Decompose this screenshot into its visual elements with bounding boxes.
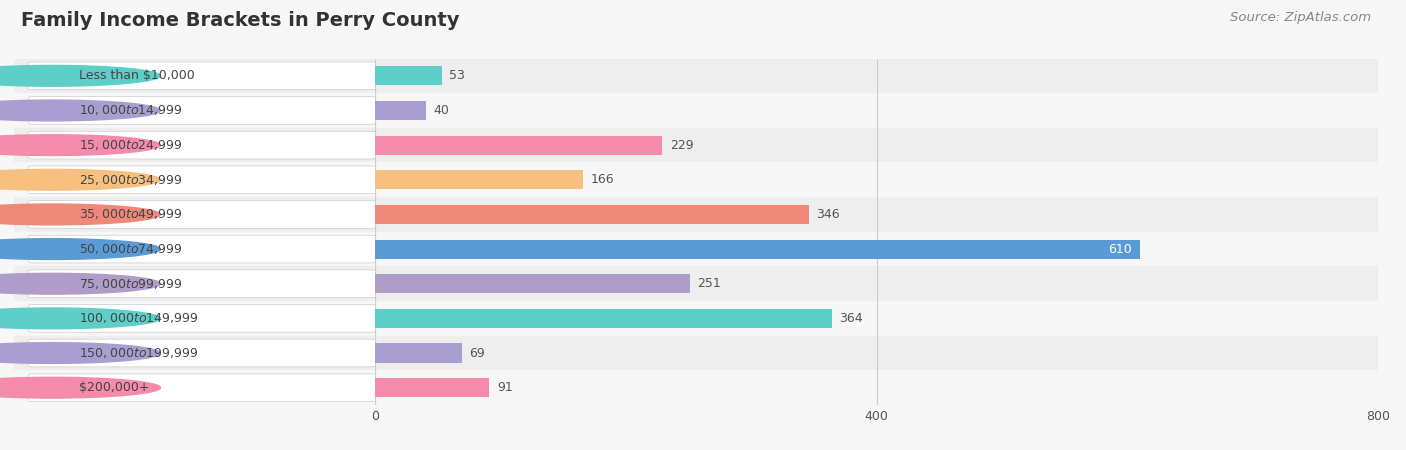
Bar — [14, 93, 375, 128]
Text: Family Income Brackets in Perry County: Family Income Brackets in Perry County — [21, 11, 460, 30]
Circle shape — [0, 169, 160, 190]
Bar — [375, 128, 1378, 162]
Text: $15,000 to $24,999: $15,000 to $24,999 — [79, 138, 183, 152]
Bar — [375, 266, 1378, 301]
Bar — [375, 101, 426, 120]
FancyBboxPatch shape — [28, 131, 375, 159]
Bar — [375, 93, 1378, 128]
FancyBboxPatch shape — [28, 270, 375, 297]
FancyBboxPatch shape — [28, 166, 375, 194]
Bar — [375, 135, 662, 155]
Text: 346: 346 — [817, 208, 841, 221]
Text: $75,000 to $99,999: $75,000 to $99,999 — [79, 277, 183, 291]
Bar — [14, 128, 375, 162]
Bar — [375, 309, 831, 328]
Bar — [14, 232, 375, 266]
Bar — [14, 370, 375, 405]
Bar — [375, 232, 1378, 266]
Text: 610: 610 — [1108, 243, 1132, 256]
Circle shape — [0, 100, 160, 121]
Circle shape — [0, 65, 160, 86]
Bar — [375, 205, 808, 224]
FancyBboxPatch shape — [28, 201, 375, 228]
FancyBboxPatch shape — [28, 305, 375, 332]
Text: $150,000 to $199,999: $150,000 to $199,999 — [79, 346, 198, 360]
Bar — [14, 197, 375, 232]
Text: 69: 69 — [470, 346, 485, 360]
Bar — [14, 336, 375, 370]
Bar — [375, 239, 1140, 259]
Bar — [375, 336, 1378, 370]
Circle shape — [0, 273, 160, 294]
Bar — [375, 58, 1378, 93]
Text: $25,000 to $34,999: $25,000 to $34,999 — [79, 173, 183, 187]
Text: 251: 251 — [697, 277, 721, 290]
Bar — [14, 266, 375, 301]
Text: $35,000 to $49,999: $35,000 to $49,999 — [79, 207, 183, 221]
FancyBboxPatch shape — [28, 339, 375, 367]
Bar — [375, 274, 690, 293]
Text: $100,000 to $149,999: $100,000 to $149,999 — [79, 311, 198, 325]
Text: $50,000 to $74,999: $50,000 to $74,999 — [79, 242, 183, 256]
Bar — [375, 343, 463, 363]
Bar — [14, 162, 375, 197]
Text: $200,000+: $200,000+ — [79, 381, 149, 394]
Text: 40: 40 — [433, 104, 449, 117]
Text: Less than $10,000: Less than $10,000 — [79, 69, 195, 82]
Bar — [375, 197, 1378, 232]
Bar — [375, 162, 1378, 197]
Text: 91: 91 — [496, 381, 513, 394]
FancyBboxPatch shape — [28, 374, 375, 401]
Bar — [14, 301, 375, 336]
Bar — [375, 66, 441, 86]
Bar — [375, 301, 1378, 336]
Bar — [375, 170, 583, 189]
Bar — [375, 378, 489, 397]
Circle shape — [0, 308, 160, 329]
Text: 166: 166 — [591, 173, 614, 186]
Text: 229: 229 — [669, 139, 693, 152]
Text: 364: 364 — [839, 312, 863, 325]
Bar — [375, 370, 1378, 405]
Circle shape — [0, 377, 160, 398]
FancyBboxPatch shape — [28, 62, 375, 90]
Circle shape — [0, 238, 160, 260]
FancyBboxPatch shape — [28, 235, 375, 263]
Bar — [14, 58, 375, 93]
Circle shape — [0, 342, 160, 364]
Circle shape — [0, 135, 160, 156]
FancyBboxPatch shape — [28, 97, 375, 124]
Circle shape — [0, 204, 160, 225]
Text: 53: 53 — [450, 69, 465, 82]
Text: Source: ZipAtlas.com: Source: ZipAtlas.com — [1230, 11, 1371, 24]
Text: $10,000 to $14,999: $10,000 to $14,999 — [79, 104, 183, 117]
